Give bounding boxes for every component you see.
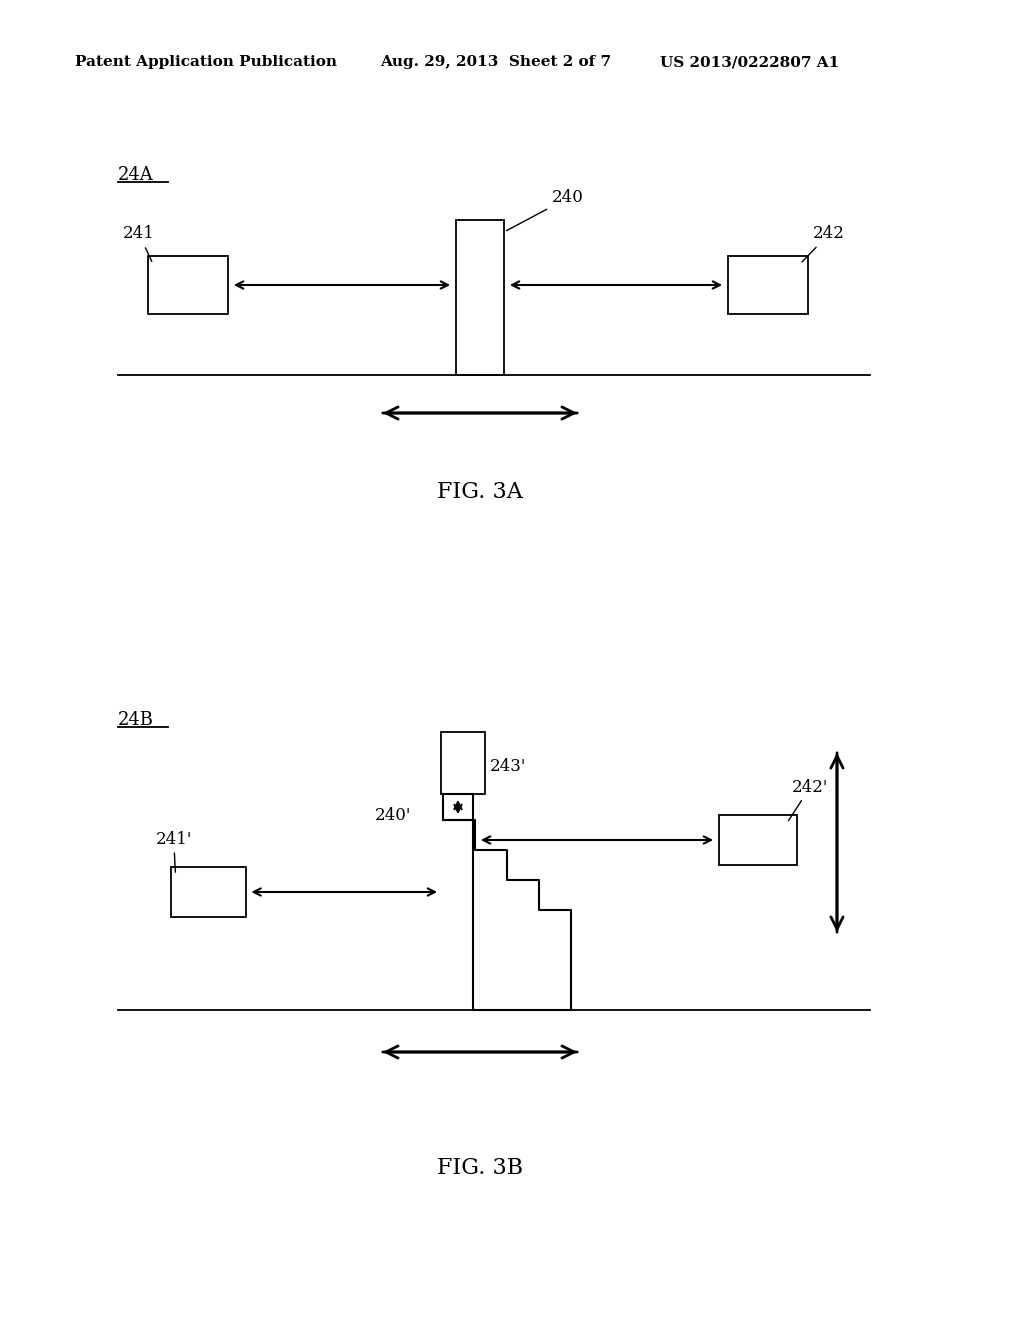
Bar: [148, 256, 228, 314]
Bar: [728, 256, 808, 314]
Text: 24A: 24A: [118, 166, 154, 183]
Text: FIG. 3B: FIG. 3B: [437, 1158, 523, 1179]
Bar: [456, 220, 504, 375]
Bar: [719, 814, 797, 865]
Text: 241: 241: [123, 226, 155, 261]
Text: 242': 242': [788, 779, 828, 821]
Text: Patent Application Publication: Patent Application Publication: [75, 55, 337, 69]
Text: 24B: 24B: [118, 711, 154, 729]
Text: FIG. 3A: FIG. 3A: [437, 480, 523, 503]
Text: 242: 242: [802, 226, 845, 261]
Text: Aug. 29, 2013  Sheet 2 of 7: Aug. 29, 2013 Sheet 2 of 7: [380, 55, 611, 69]
Text: 243': 243': [490, 758, 526, 775]
Text: 241': 241': [156, 830, 191, 873]
Text: US 2013/0222807 A1: US 2013/0222807 A1: [660, 55, 840, 69]
Bar: [171, 867, 246, 917]
Text: 240': 240': [375, 807, 412, 824]
Bar: [441, 733, 485, 795]
Text: 240: 240: [507, 190, 584, 231]
